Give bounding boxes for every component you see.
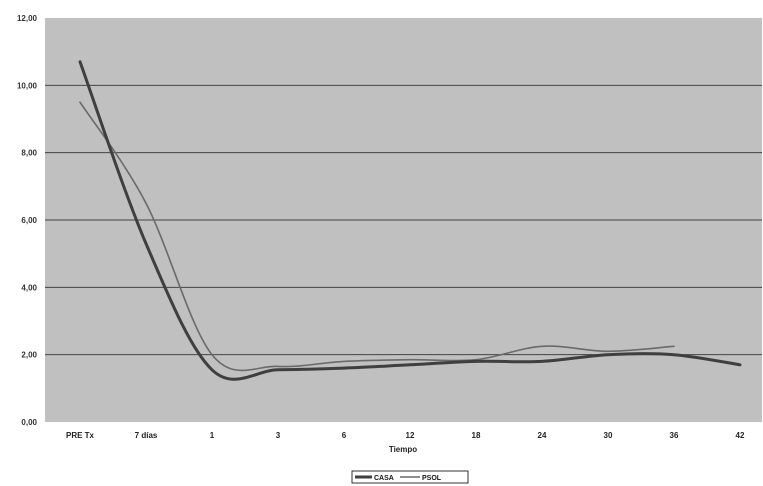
x-axis-ticks: PRE Tx 7 días 1 3 6 12 18 24 30 36 42 [66, 431, 745, 440]
legend-label-casa: CASA [374, 475, 394, 482]
x-tick-label: 7 días [135, 431, 158, 440]
y-tick-label: 6,00 [21, 216, 37, 225]
y-tick-label: 10,00 [17, 81, 38, 90]
x-tick-label: PRE Tx [66, 431, 95, 440]
y-tick-label: 0,00 [21, 418, 37, 427]
series-line-casa [78, 60, 742, 381]
x-tick-label: 6 [342, 431, 347, 440]
x-tick-label: 18 [472, 431, 481, 440]
x-axis-title: Tiempo [389, 445, 417, 454]
x-tick-label: 3 [276, 431, 281, 440]
x-tick-label: 36 [670, 431, 679, 440]
x-tick-label: 30 [604, 431, 613, 440]
legend-label-psol: PSOL [422, 475, 442, 482]
x-tick-label: 12 [406, 431, 415, 440]
x-tick-label: 1 [210, 431, 215, 440]
x-tick-label: 24 [538, 431, 547, 440]
legend: CASA PSOL [351, 470, 469, 484]
y-tick-label: 2,00 [21, 351, 37, 360]
y-axis-ticks: 0,00 2,00 4,00 6,00 8,00 10,00 12,00 [17, 14, 38, 427]
x-tick-label: 42 [736, 431, 745, 440]
y-tick-label: 8,00 [21, 149, 37, 158]
y-tick-label: 4,00 [21, 283, 37, 292]
y-tick-label: 12,00 [17, 14, 38, 23]
series-lines [78, 60, 742, 381]
series-line-psol [79, 101, 675, 372]
